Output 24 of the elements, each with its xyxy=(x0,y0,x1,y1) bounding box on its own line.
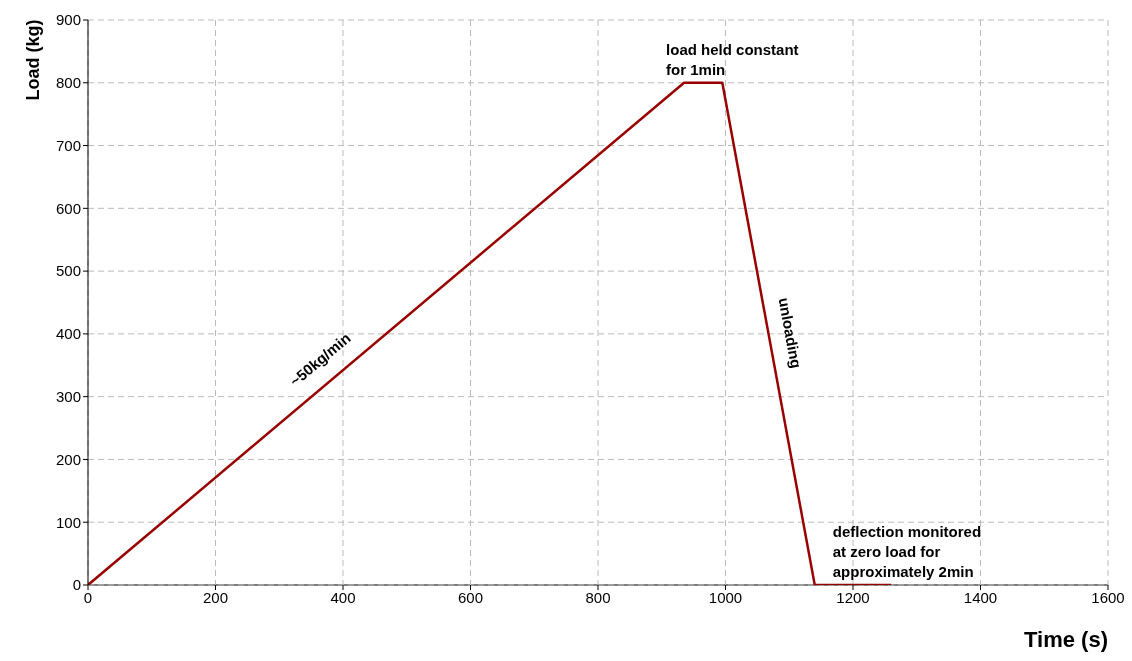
y-tick-label: 300 xyxy=(55,387,81,405)
y-tick-label: 500 xyxy=(55,262,81,280)
x-axis-title: Time (s) xyxy=(1024,627,1108,652)
y-axis-title: Load (kg) xyxy=(22,19,43,101)
y-tick-label: 100 xyxy=(55,513,81,531)
y-tick-label: 900 xyxy=(55,11,81,29)
x-tick-label: 400 xyxy=(330,588,356,606)
y-tick-label: 200 xyxy=(55,450,81,468)
x-tick-label: 0 xyxy=(83,588,93,606)
annotation: load held constant for 1min xyxy=(666,40,799,78)
x-tick-label: 1000 xyxy=(708,588,743,606)
x-tick-label: 800 xyxy=(585,588,611,606)
x-tick-label: 200 xyxy=(202,588,229,606)
x-tick-label: 1400 xyxy=(963,588,998,606)
y-tick-label: 400 xyxy=(55,325,81,343)
x-tick-label: 1200 xyxy=(836,588,870,606)
y-tick-label: 800 xyxy=(55,74,81,92)
x-tick-label: 600 xyxy=(457,588,484,606)
annotation: deflection monitored at zero load for approximately 2min xyxy=(832,523,982,580)
y-tick-label: 600 xyxy=(55,199,81,217)
y-tick-label: 700 xyxy=(55,136,81,154)
x-tick-label: 1600 xyxy=(1091,588,1125,606)
annotation: unloading xyxy=(775,296,806,370)
y-tick-label: 0 xyxy=(72,576,81,594)
